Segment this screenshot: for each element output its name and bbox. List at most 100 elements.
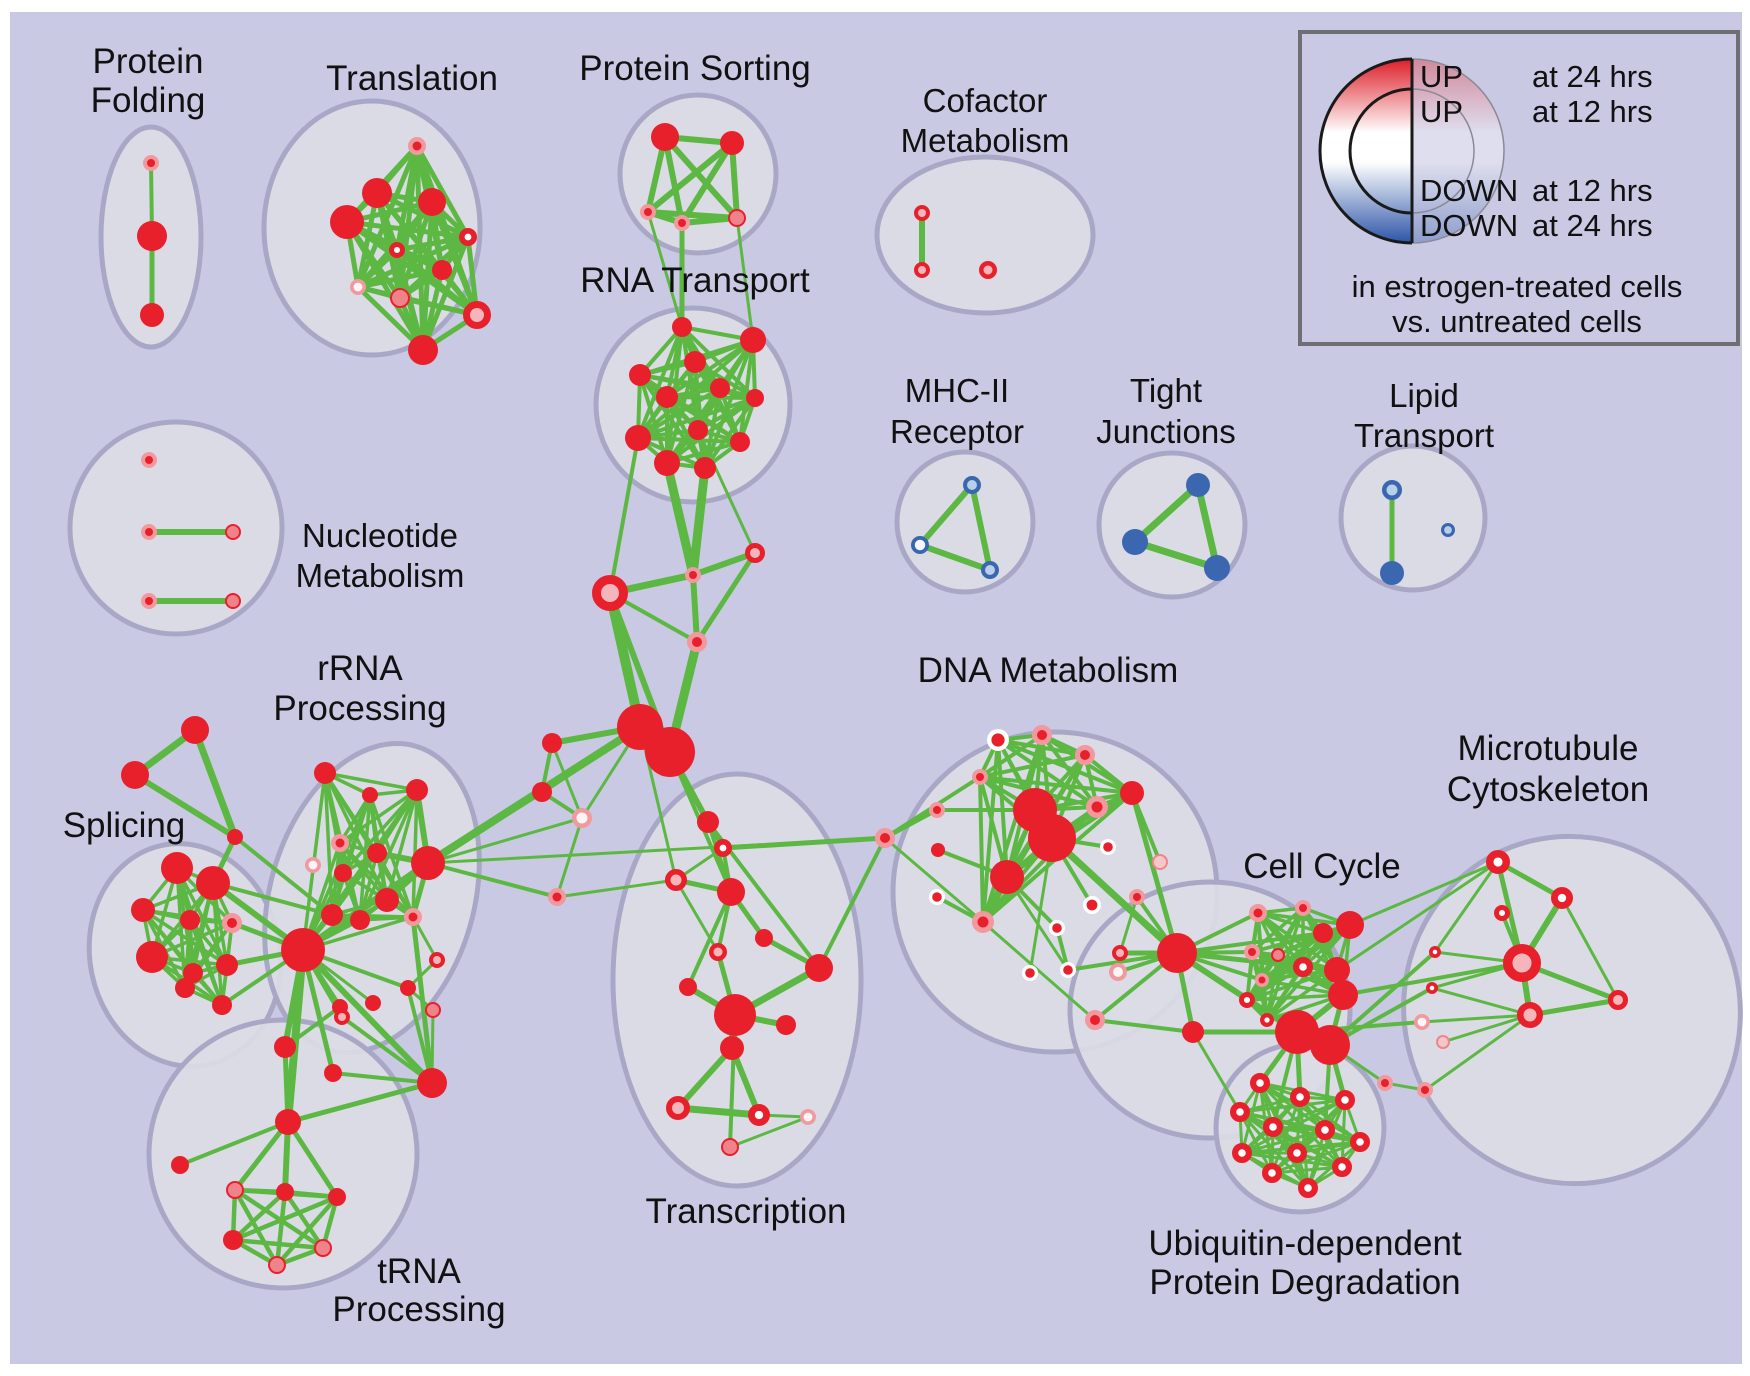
gene-node (1324, 957, 1350, 983)
gene-node (746, 389, 764, 407)
gene-node (411, 846, 445, 880)
legend-outer-ring-left (1318, 57, 1413, 245)
interaction-edge (550, 741, 584, 820)
gene-node (720, 1036, 744, 1060)
gene-node (304, 856, 321, 873)
gene-node (656, 386, 678, 408)
gene-node (548, 888, 566, 906)
gene-node (687, 632, 707, 652)
legend-entry-direction: UP (1420, 59, 1463, 94)
interaction-edge (1250, 923, 1352, 954)
interaction-edge (1433, 860, 1500, 954)
gene-node (418, 188, 446, 216)
gene-node (196, 866, 230, 900)
gene-node (674, 215, 690, 231)
gene-node (1204, 555, 1230, 581)
interaction-edge (1131, 538, 1221, 572)
interaction-edge (729, 1045, 762, 1118)
cluster-lipid-transport (1338, 443, 1488, 593)
gene-node (709, 943, 727, 961)
gene-node (1503, 944, 1541, 982)
gene-node (216, 954, 238, 976)
gene-node (755, 929, 773, 947)
gene-node (1297, 1177, 1318, 1198)
gene-node (390, 288, 410, 308)
gene-node (776, 1015, 796, 1035)
interaction-edge (1527, 997, 1621, 1018)
interaction-edge (1335, 860, 1500, 972)
interaction-edge (330, 841, 342, 917)
gene-node (143, 155, 159, 171)
cluster-cofactor-metabolism (874, 154, 1096, 316)
legend-entry-time: at 24 hrs (1532, 59, 1653, 94)
interaction-edge (1048, 834, 1181, 957)
interaction-edge (211, 881, 334, 917)
gene-node (1414, 1013, 1431, 1030)
gene-node (389, 241, 406, 258)
gene-node (1075, 745, 1095, 765)
interaction-edge (233, 835, 334, 917)
interaction-edge (323, 771, 334, 917)
gene-node (532, 782, 552, 802)
gene-node (1551, 886, 1574, 909)
gene-node (1028, 814, 1076, 862)
legend-entry-direction: DOWN (1420, 208, 1518, 243)
interaction-edge (636, 396, 757, 440)
interaction-edge (191, 726, 239, 841)
gene-node (314, 762, 336, 784)
interaction-edge (1131, 481, 1202, 546)
interaction-edge (555, 816, 584, 899)
gene-node (225, 593, 241, 609)
gene-node (330, 205, 364, 239)
gene-node (1109, 963, 1128, 982)
interaction-edge (274, 1189, 288, 1268)
interaction-edge (665, 395, 757, 400)
interaction-edge (1174, 950, 1300, 1035)
interaction-edge (285, 1119, 340, 1200)
interaction-edge (679, 140, 735, 226)
interaction-edge (662, 458, 698, 580)
interaction-edge (1265, 968, 1339, 1022)
gene-node (1083, 895, 1102, 914)
gene-node (1182, 1021, 1204, 1043)
legend-entry-time: at 24 hrs (1532, 208, 1653, 243)
gene-node (629, 364, 651, 386)
gene-node (1485, 849, 1510, 874)
gene-node (987, 729, 1010, 752)
gene-node (425, 1002, 441, 1018)
gene-node (1255, 973, 1269, 987)
interaction-edge (1430, 986, 1532, 1017)
gene-node (137, 221, 167, 251)
gene-node (1314, 1119, 1335, 1140)
interaction-edge (690, 572, 700, 645)
cluster-label-tight-junctions: Tight Junctions (1096, 372, 1235, 450)
interaction-edge (1118, 895, 1139, 955)
gene-node (1086, 796, 1108, 818)
interaction-edge (1348, 860, 1500, 927)
interaction-edge (300, 947, 435, 1086)
legend-disc-faded-half (1412, 59, 1504, 243)
gene-node (349, 278, 366, 295)
cluster-label-splicing: Splicing (63, 806, 186, 845)
interaction-edge (340, 1015, 434, 1085)
interaction-edge (978, 753, 1087, 779)
gene-node (684, 351, 706, 373)
gene-node (717, 878, 745, 906)
gene-node (1336, 911, 1364, 939)
gene-node (972, 911, 994, 933)
gene-node (328, 1188, 346, 1206)
interaction-edge (662, 134, 685, 226)
gene-node (1289, 1086, 1310, 1107)
gene-node (141, 524, 157, 540)
gene-node (651, 123, 679, 151)
gene-node (1152, 854, 1168, 870)
gene-node (911, 536, 930, 555)
gene-node (180, 910, 200, 930)
interaction-edge (665, 338, 755, 399)
gene-node (972, 769, 988, 785)
interaction-edge (1270, 1165, 1344, 1175)
gene-node (745, 543, 765, 563)
gene-node (1271, 948, 1285, 962)
interaction-edge (1250, 906, 1305, 954)
interaction-edge (662, 134, 740, 221)
